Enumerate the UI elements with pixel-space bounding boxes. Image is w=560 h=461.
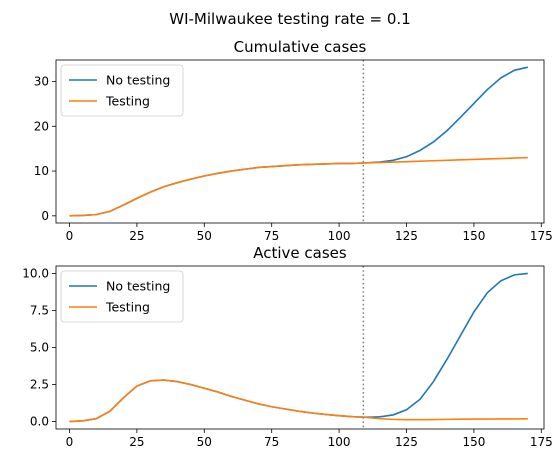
panel-title: Cumulative cases bbox=[234, 38, 367, 56]
x-tick-label: 50 bbox=[197, 435, 212, 449]
legend-label-testing: Testing bbox=[105, 300, 150, 315]
legend: No testing Testing bbox=[60, 270, 184, 323]
chart-panel-2: Active cases 0 25 50 75 100 125 150 175 0.0 2.5 5.0… bbox=[22, 244, 552, 449]
figure-suptitle: WI-Milwaukee testing rate = 0.1 bbox=[169, 10, 411, 28]
x-tick-label: 0 bbox=[66, 229, 74, 243]
legend-box bbox=[60, 270, 184, 323]
x-tick-label: 100 bbox=[328, 229, 351, 243]
x-tick-label: 0 bbox=[66, 435, 74, 449]
x-tick-label: 50 bbox=[197, 229, 212, 243]
y-tick-label: 10 bbox=[34, 164, 49, 178]
y-tick-label: 0.0 bbox=[30, 415, 49, 429]
legend: No testing Testing bbox=[60, 64, 184, 117]
x-tick-label: 25 bbox=[129, 229, 144, 243]
x-tick-label: 75 bbox=[264, 229, 279, 243]
chart-panels: Cumulative cases 0 25 50 75 100 125 150 175 0 10 20… bbox=[22, 38, 552, 449]
y-tick-label: 0 bbox=[41, 209, 49, 223]
x-tick-label: 100 bbox=[328, 435, 351, 449]
x-tick-label: 175 bbox=[530, 229, 553, 243]
series-line-testing bbox=[69, 379, 528, 423]
y-tick-label: 20 bbox=[34, 119, 49, 133]
x-tick-label: 125 bbox=[395, 435, 418, 449]
x-tick-label: 150 bbox=[462, 229, 485, 243]
x-tick-label: 175 bbox=[530, 435, 553, 449]
x-tick-label: 75 bbox=[264, 435, 279, 449]
y-tick-label: 5.0 bbox=[30, 341, 49, 355]
axes-frame bbox=[55, 59, 545, 224]
legend-label-no-testing: No testing bbox=[106, 279, 170, 294]
x-tick-label: 25 bbox=[129, 435, 144, 449]
y-tick-label: 7.5 bbox=[30, 303, 49, 317]
panel-title: Active cases bbox=[253, 244, 347, 262]
series-line-testing bbox=[69, 156, 528, 217]
y-tick-label: 10.0 bbox=[22, 266, 49, 280]
x-tick-label: 150 bbox=[462, 435, 485, 449]
legend-label-no-testing: No testing bbox=[106, 73, 170, 88]
y-tick-label: 30 bbox=[34, 74, 49, 88]
chart-panel-1: Cumulative cases 0 25 50 75 100 125 150 175 0 10 20… bbox=[34, 38, 553, 243]
x-tick-label: 125 bbox=[395, 229, 418, 243]
legend-label-testing: Testing bbox=[105, 94, 150, 109]
legend-box bbox=[60, 64, 184, 117]
y-tick-label: 2.5 bbox=[30, 378, 49, 392]
